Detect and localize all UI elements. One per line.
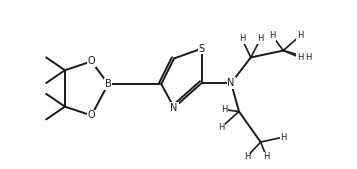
Text: H: H <box>221 105 227 114</box>
Text: H: H <box>244 152 250 161</box>
Text: H: H <box>263 152 270 161</box>
Text: H: H <box>280 133 286 142</box>
Text: S: S <box>198 44 205 54</box>
Text: O: O <box>87 56 95 66</box>
Text: B: B <box>105 79 111 89</box>
Text: H: H <box>305 53 311 62</box>
Text: H: H <box>297 53 303 62</box>
Text: H: H <box>218 123 225 132</box>
Text: N: N <box>227 78 235 88</box>
Text: N: N <box>170 103 178 113</box>
Text: O: O <box>87 111 95 120</box>
Text: H: H <box>239 34 245 43</box>
Text: H: H <box>297 31 303 40</box>
Text: H: H <box>257 34 264 43</box>
Text: H: H <box>269 31 276 40</box>
